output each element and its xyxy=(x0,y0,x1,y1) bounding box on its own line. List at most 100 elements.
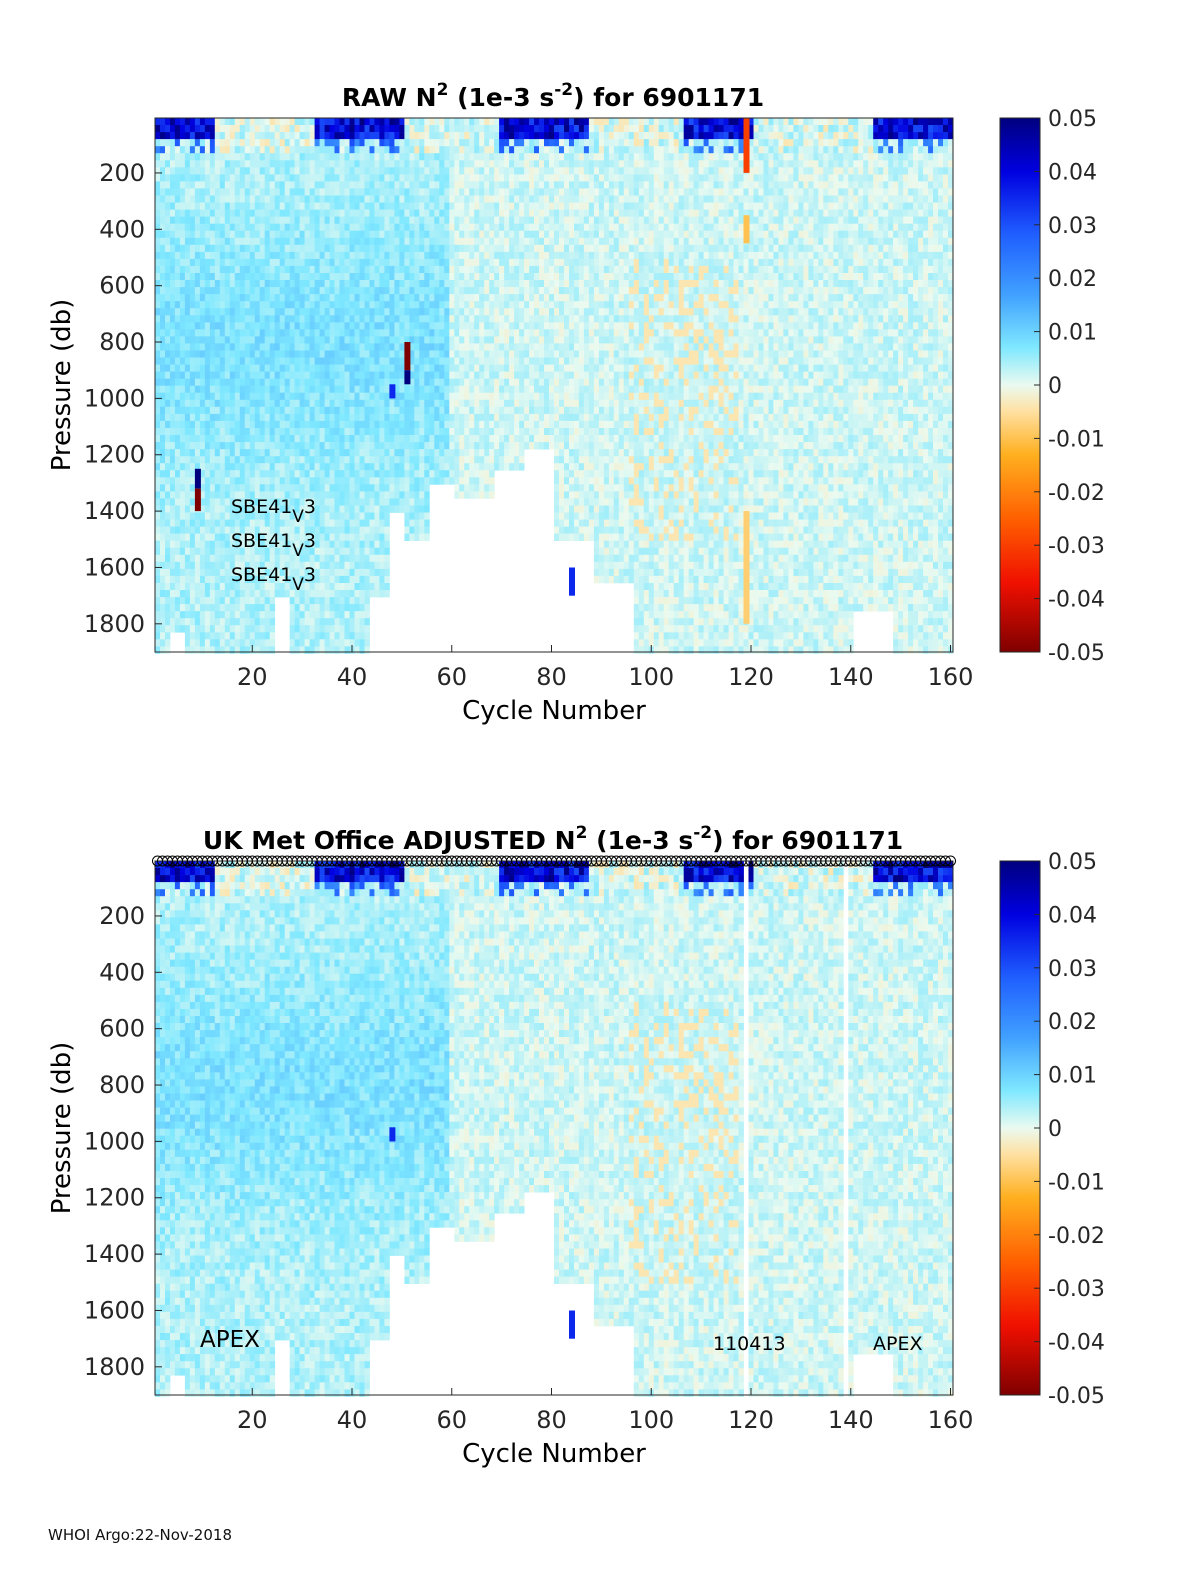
heatmap-cell xyxy=(294,371,300,379)
heatmap-cell xyxy=(239,273,246,281)
heatmap-cell xyxy=(239,533,246,541)
heatmap-cell xyxy=(329,477,335,485)
heatmap-cell xyxy=(414,463,420,471)
heatmap-cell xyxy=(209,491,216,499)
heatmap-cell xyxy=(229,287,236,295)
heatmap-cell xyxy=(464,202,470,210)
heatmap-cell xyxy=(394,343,400,351)
heatmap-cell xyxy=(194,343,201,351)
heatmap-cell xyxy=(184,280,191,288)
heatmap-cell xyxy=(314,449,320,457)
heatmap-cell xyxy=(364,132,370,140)
heatmap-cell xyxy=(444,343,450,351)
heatmap-cell xyxy=(344,604,350,612)
heatmap-cell xyxy=(464,371,470,379)
heatmap-cell xyxy=(160,484,166,492)
heatmap-cell xyxy=(439,301,445,309)
heatmap-cell xyxy=(379,526,385,534)
heatmap-cell xyxy=(174,287,181,295)
heatmap-cell xyxy=(249,554,256,563)
heatmap-cell xyxy=(309,336,315,344)
heatmap-cell xyxy=(464,230,470,239)
heatmap-cell xyxy=(294,322,300,330)
heatmap-cell xyxy=(189,406,196,415)
heatmap-cell xyxy=(214,230,221,239)
heatmap-cell xyxy=(160,364,166,372)
heatmap-cell xyxy=(284,575,291,584)
heatmap-cell xyxy=(434,160,440,168)
heatmap-cell xyxy=(170,132,176,140)
heatmap-cell xyxy=(304,590,310,598)
heatmap-cell xyxy=(184,195,191,203)
heatmap-cell xyxy=(304,385,310,394)
heatmap-cell xyxy=(194,435,201,443)
heatmap-cell xyxy=(349,174,355,182)
heatmap-cell xyxy=(160,258,166,267)
heatmap-cell xyxy=(429,399,435,408)
heatmap-cell xyxy=(274,526,281,534)
heatmap-cell xyxy=(339,132,345,140)
heatmap-cell xyxy=(394,273,400,281)
heatmap-cell xyxy=(374,167,380,175)
heatmap-cell xyxy=(434,273,440,281)
heatmap-cell xyxy=(479,435,485,443)
heatmap-cell xyxy=(414,449,420,457)
heatmap-cell xyxy=(259,632,266,640)
heatmap-cell xyxy=(404,280,410,288)
heatmap-cell xyxy=(309,435,315,443)
heatmap-cell xyxy=(269,322,276,330)
heatmap-cell xyxy=(399,364,405,372)
heatmap-cell xyxy=(384,139,390,147)
heatmap-cell xyxy=(494,435,500,443)
heatmap-cell xyxy=(155,505,161,513)
heatmap-cell xyxy=(209,301,216,309)
heatmap-cell xyxy=(170,329,176,337)
heatmap-cell xyxy=(339,547,345,556)
heatmap-cell xyxy=(160,167,166,175)
heatmap-cell xyxy=(314,406,320,415)
heatmap-cell xyxy=(379,174,385,182)
heatmap-cell xyxy=(409,392,415,401)
heatmap-cell xyxy=(264,322,271,330)
heatmap-cell xyxy=(344,265,350,274)
heatmap-cell xyxy=(309,547,315,556)
heatmap-cell xyxy=(259,160,266,168)
heatmap-cell xyxy=(479,209,485,217)
heatmap-cell xyxy=(394,329,400,337)
heatmap-cell xyxy=(489,139,495,147)
heatmap-cell xyxy=(389,301,395,309)
heatmap-cell xyxy=(509,406,515,415)
heatmap-cell xyxy=(389,449,395,457)
heatmap-cell xyxy=(494,463,500,471)
heatmap-cell xyxy=(249,357,256,365)
heatmap-cell xyxy=(194,399,201,408)
heatmap-cell xyxy=(174,357,181,365)
heatmap-cell xyxy=(279,364,286,372)
heatmap-cell xyxy=(304,456,310,464)
heatmap-cell xyxy=(174,329,181,337)
heatmap-cell xyxy=(219,463,226,471)
heatmap-cell xyxy=(359,322,365,330)
heatmap-cell xyxy=(194,146,201,154)
heatmap-cell xyxy=(459,406,465,415)
heatmap-cell xyxy=(454,399,460,408)
heatmap-cell xyxy=(484,265,490,274)
heatmap-cell xyxy=(334,385,340,394)
heatmap-cell xyxy=(499,406,505,415)
heatmap-cell xyxy=(409,308,415,316)
heatmap-cell xyxy=(489,350,495,358)
heatmap-cell xyxy=(464,132,470,140)
heatmap-cell xyxy=(334,547,340,556)
heatmap-cell xyxy=(389,357,395,365)
heatmap-cell xyxy=(209,209,216,217)
heatmap-cell xyxy=(449,420,455,429)
heatmap-cell xyxy=(389,294,395,302)
heatmap-cell xyxy=(299,604,305,612)
heatmap-cell xyxy=(254,153,261,161)
heatmap-cell xyxy=(269,442,276,450)
heatmap-cell xyxy=(454,258,460,267)
heatmap-cell xyxy=(239,350,246,358)
heatmap-cell xyxy=(519,385,525,394)
heatmap-cell xyxy=(269,491,276,499)
heatmap-cell xyxy=(494,125,500,133)
